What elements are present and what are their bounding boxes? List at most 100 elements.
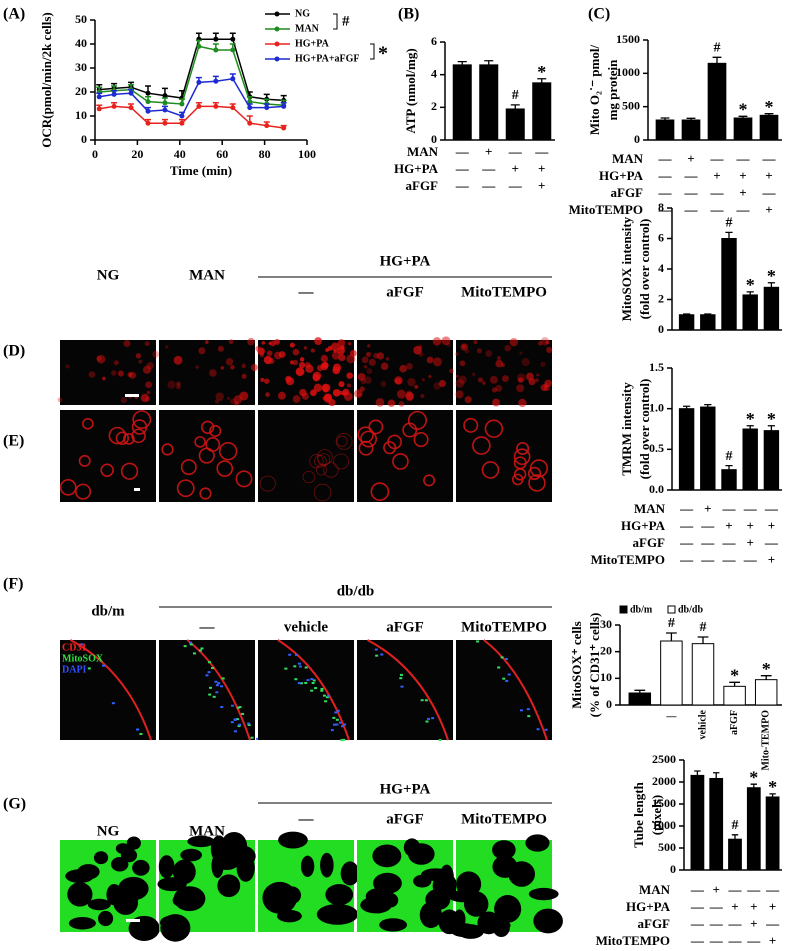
condition-sign: — (679, 501, 694, 516)
stain-dot (375, 654, 379, 657)
stain-dot (335, 723, 339, 726)
condition-sign: — (709, 916, 724, 931)
bar (754, 679, 778, 706)
stain-dot (476, 640, 480, 643)
legend-label: HG+PA+aFGF (295, 53, 360, 64)
y-axis-label: ATP (nmol/mg) (403, 48, 418, 133)
significance-mark: * (730, 665, 739, 685)
cell-signal (380, 381, 387, 387)
cell-signal (204, 340, 209, 344)
x-tick-label: 100 (298, 147, 316, 161)
micrograph (57, 339, 160, 405)
cell-signal (263, 355, 272, 365)
condition-sign: — (455, 178, 470, 193)
stain-label: MitoSOX (62, 653, 104, 664)
panel-label: (C) (588, 6, 610, 23)
cell-signal (195, 365, 199, 369)
bar (742, 294, 758, 331)
cell-signal (167, 380, 176, 389)
point (230, 47, 236, 53)
cell-signal (337, 339, 346, 347)
mito-ring (115, 431, 130, 445)
mito-ring (313, 483, 332, 502)
mito-ring (120, 462, 139, 480)
cell-signal (496, 355, 501, 360)
micrograph (255, 337, 357, 407)
condition-sign: — (762, 185, 777, 200)
network-gap (457, 924, 484, 939)
x-tick-label: 60 (216, 147, 228, 161)
stain-dot (322, 694, 326, 697)
mito-ring (194, 436, 206, 448)
point (213, 78, 219, 84)
legend-marker (274, 41, 280, 47)
point (230, 76, 236, 82)
stain-dot (374, 648, 378, 651)
condition-sign: + (725, 518, 732, 533)
stain-dot (324, 700, 328, 703)
cell-signal (365, 351, 372, 357)
network-gap (236, 854, 255, 882)
cell-signal (135, 353, 142, 359)
bar (655, 119, 675, 141)
network-gap (453, 909, 466, 930)
significance-mark: * (767, 409, 776, 429)
cell-signal (346, 354, 356, 364)
micrograph (159, 337, 258, 406)
cell-signal (521, 358, 530, 367)
cell-signal (323, 387, 328, 393)
condition-label: MAN (634, 501, 666, 516)
significance-mark: * (537, 62, 546, 82)
point (196, 43, 202, 49)
condition-sign: + (538, 178, 545, 193)
mito-ring (407, 410, 428, 430)
bar (728, 838, 742, 871)
cell-signal (198, 347, 206, 355)
stain-dot (207, 661, 211, 664)
mito-ring (78, 454, 91, 467)
mito-ring (513, 468, 527, 481)
annotation: # (342, 13, 350, 29)
stain-dot (327, 694, 331, 697)
network-gap (372, 844, 402, 868)
cell-signal (537, 341, 543, 346)
condition-sign: — (679, 518, 694, 533)
cell-signal (152, 350, 160, 358)
cell-signal (57, 397, 63, 403)
cell-signal (316, 364, 324, 372)
network-gap (528, 887, 559, 901)
network-gap (172, 859, 196, 885)
stain-dot (519, 709, 523, 712)
column-label: NG (97, 267, 120, 283)
cell-signal (241, 373, 247, 379)
y-tick-label: 40 (75, 36, 87, 50)
stain-dot (544, 728, 548, 731)
condition-sign: — (765, 882, 780, 897)
cell-signal (535, 378, 539, 383)
condition-sign: — (679, 535, 694, 550)
cell-signal (367, 344, 371, 348)
significance-mark: # (732, 818, 739, 833)
bar (763, 430, 780, 491)
point (281, 103, 287, 109)
stain-dot (335, 718, 339, 721)
stain-dot (400, 685, 404, 688)
cell-signal (414, 384, 419, 389)
stain-dot (310, 689, 314, 692)
cell-signal (266, 350, 273, 357)
x-tick-label: 40 (174, 147, 186, 161)
stain-dot (399, 673, 403, 676)
error-bar (697, 636, 709, 644)
cell-signal (338, 381, 345, 388)
cell-signal (540, 384, 548, 392)
cell-signal (464, 348, 470, 354)
cell-signal (277, 391, 286, 400)
mito-ring (528, 474, 546, 492)
cell-signal (346, 383, 351, 388)
cell-signal (418, 344, 423, 349)
y-tick-label: 0 (606, 697, 612, 711)
column-label: MitoTEMPO (461, 284, 547, 300)
y-axis-label: TMRM intensity (619, 382, 634, 476)
condition-sign: + (769, 933, 776, 948)
stain-dot (311, 682, 315, 685)
